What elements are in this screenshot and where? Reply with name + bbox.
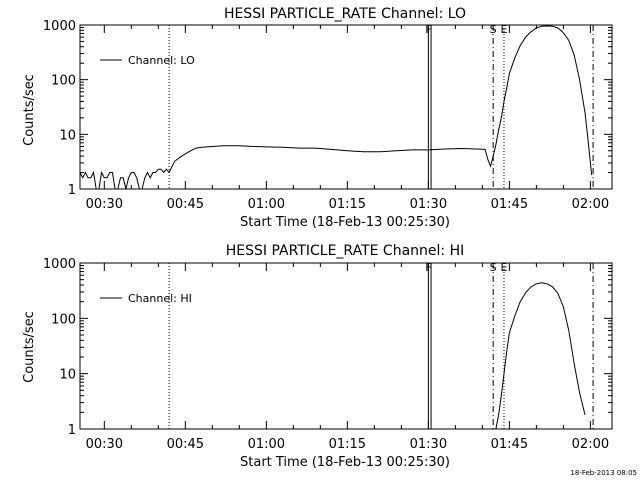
event-marker-label: S <box>490 261 497 274</box>
y-tick-label: 1 <box>68 183 76 198</box>
chart-title: HESSI PARTICLE_RATE Channel: LO <box>224 6 466 22</box>
x-tick-label: 00:45 <box>167 197 204 212</box>
y-tick-label: 1000 <box>43 19 76 34</box>
plot-frame <box>79 262 613 430</box>
chart-panel-lo: HESSI PARTICLE_RATE Channel: LO Start Ti… <box>22 6 613 230</box>
event-marker-label: F <box>425 23 431 36</box>
x-tick-label: 02:00 <box>572 437 609 452</box>
x-axis-label: Start Time (18-Feb-13 00:25:30) <box>240 455 450 470</box>
plot-frame <box>79 24 613 190</box>
y-tick-label: 100 <box>51 74 76 89</box>
y-axis-label: Counts/sec <box>22 74 37 146</box>
series-line <box>495 282 586 430</box>
y-tick-label: 10 <box>59 368 76 383</box>
y-axis-label: Counts/sec <box>22 311 37 383</box>
x-tick-label: 01:15 <box>329 197 366 212</box>
x-tick-label: 01:00 <box>248 197 285 212</box>
chart-panel-hi: HESSI PARTICLE_RATE Channel: HI Start Ti… <box>22 243 613 470</box>
y-tick-label: 1 <box>68 423 76 438</box>
x-tick-label: 02:00 <box>572 197 609 212</box>
x-tick-label: 01:30 <box>410 437 447 452</box>
y-tick-label: 1000 <box>43 257 76 272</box>
x-tick-label: 01:00 <box>248 437 285 452</box>
x-tick-label: 00:45 <box>167 437 204 452</box>
x-tick-label: 00:30 <box>86 197 123 212</box>
event-marker-label: E <box>501 23 508 36</box>
x-axis-label: Start Time (18-Feb-13 00:25:30) <box>240 215 450 230</box>
legend-label: Channel: LO <box>128 54 195 67</box>
footer-timestamp: 18-Feb-2013 08:05 <box>570 469 637 477</box>
series-line <box>79 25 593 190</box>
x-tick-label: 01:45 <box>491 197 528 212</box>
x-tick-label: 01:15 <box>329 437 366 452</box>
x-tick-label: 01:30 <box>410 197 447 212</box>
event-marker-label: E <box>501 261 508 274</box>
x-tick-label: 01:45 <box>491 437 528 452</box>
legend-label: Channel: HI <box>128 292 192 305</box>
event-marker-label: F <box>425 261 431 274</box>
y-tick-label: 100 <box>51 312 76 327</box>
y-tick-label: 10 <box>59 128 76 143</box>
x-tick-label: 00:30 <box>86 437 123 452</box>
event-marker-label: S <box>490 23 497 36</box>
chart-title: HESSI PARTICLE_RATE Channel: HI <box>226 243 464 259</box>
